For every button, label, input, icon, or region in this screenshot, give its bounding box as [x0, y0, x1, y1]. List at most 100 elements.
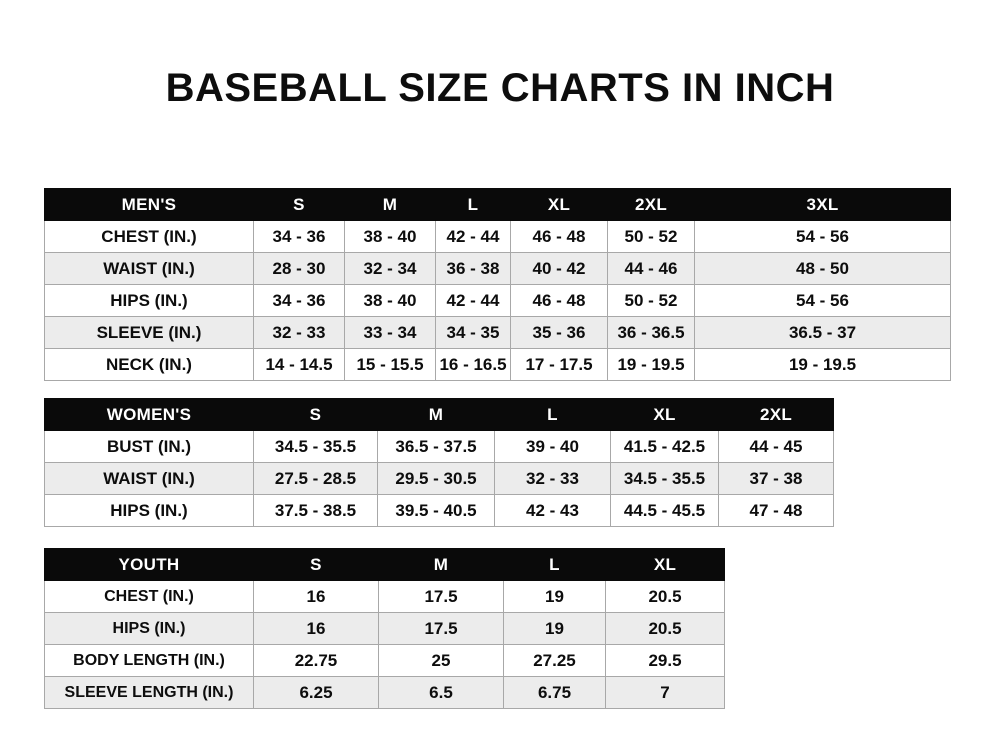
womens-measurement-value: 44.5 - 45.5	[610, 494, 719, 527]
youth-measurement-value: 7	[605, 676, 725, 709]
table-row: SLEEVE (IN.) 32 - 33 33 - 34 34 - 35 35 - 36…	[44, 316, 951, 349]
mens-measurement-label: CHEST (IN.)	[44, 220, 254, 253]
youth-table-body: YOUTH S M L XL CHEST (IN.) 16 17.5 19 20.5 HIPS (I…	[44, 548, 725, 709]
mens-measurement-value: 54 - 56	[694, 284, 951, 317]
mens-table-body: MEN'S S M L XL 2XL 3XL CHEST (IN.) 34 - 36 38 - 4…	[44, 188, 951, 381]
youth-size-header-m: M	[378, 548, 504, 581]
youth-measurement-value: 27.25	[503, 644, 606, 677]
table-row: SLEEVE LENGTH (IN.) 6.25 6.5 6.75 7	[44, 676, 725, 709]
mens-measurement-value: 32 - 33	[253, 316, 345, 349]
mens-measurement-value: 19 - 19.5	[694, 348, 951, 381]
youth-measurement-label: BODY LENGTH (IN.)	[44, 644, 254, 677]
mens-measurement-value: 50 - 52	[607, 284, 695, 317]
womens-size-header-xl: XL	[610, 398, 719, 431]
youth-measurement-value: 16	[253, 580, 379, 613]
womens-measurement-value: 42 - 43	[494, 494, 611, 527]
womens-table-body: WOMEN'S S M L XL 2XL BUST (IN.) 34.5 - 35.5 36.5…	[44, 398, 834, 527]
mens-size-table: MEN'S S M L XL 2XL 3XL CHEST (IN.) 34 - 36 38 - 4…	[44, 188, 951, 381]
womens-measurement-value: 34.5 - 35.5	[610, 462, 719, 495]
youth-size-header-xl: XL	[605, 548, 725, 581]
mens-measurement-value: 44 - 46	[607, 252, 695, 285]
youth-table-name: YOUTH	[44, 548, 254, 581]
womens-measurement-value: 36.5 - 37.5	[377, 430, 495, 463]
youth-measurement-value: 6.75	[503, 676, 606, 709]
mens-size-header-s: S	[253, 188, 345, 221]
womens-measurement-value: 44 - 45	[718, 430, 834, 463]
youth-measurement-value: 25	[378, 644, 504, 677]
mens-measurement-value: 48 - 50	[694, 252, 951, 285]
youth-size-header-l: L	[503, 548, 606, 581]
womens-size-header-s: S	[253, 398, 378, 431]
youth-measurement-value: 17.5	[378, 580, 504, 613]
womens-measurement-value: 39.5 - 40.5	[377, 494, 495, 527]
mens-measurement-value: 17 - 17.5	[510, 348, 608, 381]
womens-measurement-value: 37.5 - 38.5	[253, 494, 378, 527]
youth-measurement-value: 17.5	[378, 612, 504, 645]
mens-measurement-value: 15 - 15.5	[344, 348, 436, 381]
mens-measurement-value: 36 - 36.5	[607, 316, 695, 349]
womens-size-header-2xl: 2XL	[718, 398, 834, 431]
table-row: WAIST (IN.) 27.5 - 28.5 29.5 - 30.5 32 - 33…	[44, 462, 834, 495]
mens-measurement-value: 14 - 14.5	[253, 348, 345, 381]
mens-measurement-value: 54 - 56	[694, 220, 951, 253]
womens-measurement-label: WAIST (IN.)	[44, 462, 254, 495]
mens-measurement-label: SLEEVE (IN.)	[44, 316, 254, 349]
mens-size-header-2xl: 2XL	[607, 188, 695, 221]
womens-measurement-value: 32 - 33	[494, 462, 611, 495]
womens-measurement-value: 37 - 38	[718, 462, 834, 495]
youth-measurement-label: SLEEVE LENGTH (IN.)	[44, 676, 254, 709]
mens-size-header-m: M	[344, 188, 436, 221]
womens-size-header-l: L	[494, 398, 611, 431]
womens-measurement-value: 47 - 48	[718, 494, 834, 527]
mens-measurement-value: 38 - 40	[344, 220, 436, 253]
mens-measurement-value: 42 - 44	[435, 284, 511, 317]
page-title: BASEBALL SIZE CHARTS IN INCH	[165, 66, 835, 110]
mens-measurement-value: 34 - 36	[253, 220, 345, 253]
youth-measurement-value: 20.5	[605, 580, 725, 613]
mens-measurement-value: 28 - 30	[253, 252, 345, 285]
table-row: CHEST (IN.) 16 17.5 19 20.5	[44, 580, 725, 613]
womens-measurement-label: HIPS (IN.)	[44, 494, 254, 527]
table-row: CHEST (IN.) 34 - 36 38 - 40 42 - 44 46 - 48 5…	[44, 220, 951, 253]
mens-measurement-value: 36.5 - 37	[694, 316, 951, 349]
youth-measurement-value: 19	[503, 612, 606, 645]
mens-measurement-value: 32 - 34	[344, 252, 436, 285]
youth-measurement-value: 29.5	[605, 644, 725, 677]
mens-measurement-value: 50 - 52	[607, 220, 695, 253]
womens-measurement-value: 34.5 - 35.5	[253, 430, 378, 463]
womens-measurement-value: 39 - 40	[494, 430, 611, 463]
womens-size-table: WOMEN'S S M L XL 2XL BUST (IN.) 34.5 - 35.5 36.5…	[44, 398, 834, 527]
table-row: NECK (IN.) 14 - 14.5 15 - 15.5 16 - 16.5 17 …	[44, 348, 951, 381]
youth-size-header-s: S	[253, 548, 379, 581]
mens-measurement-value: 46 - 48	[510, 220, 608, 253]
mens-measurement-value: 35 - 36	[510, 316, 608, 349]
youth-header-row: YOUTH S M L XL	[44, 548, 725, 581]
youth-measurement-label: HIPS (IN.)	[44, 612, 254, 645]
mens-measurement-value: 33 - 34	[344, 316, 436, 349]
mens-measurement-label: HIPS (IN.)	[44, 284, 254, 317]
womens-measurement-value: 41.5 - 42.5	[610, 430, 719, 463]
mens-table-name: MEN'S	[44, 188, 254, 221]
mens-size-header-3xl: 3XL	[694, 188, 951, 221]
mens-measurement-value: 40 - 42	[510, 252, 608, 285]
mens-measurement-value: 46 - 48	[510, 284, 608, 317]
youth-size-table: YOUTH S M L XL CHEST (IN.) 16 17.5 19 20.5 HIPS (I…	[44, 548, 725, 709]
youth-measurement-value: 19	[503, 580, 606, 613]
womens-size-header-m: M	[377, 398, 495, 431]
mens-size-header-l: L	[435, 188, 511, 221]
womens-header-row: WOMEN'S S M L XL 2XL	[44, 398, 834, 431]
mens-measurement-value: 38 - 40	[344, 284, 436, 317]
mens-measurement-label: NECK (IN.)	[44, 348, 254, 381]
womens-table-name: WOMEN'S	[44, 398, 254, 431]
table-row: HIPS (IN.) 16 17.5 19 20.5	[44, 612, 725, 645]
youth-measurement-value: 6.5	[378, 676, 504, 709]
table-row: BODY LENGTH (IN.) 22.75 25 27.25 29.5	[44, 644, 725, 677]
womens-measurement-value: 27.5 - 28.5	[253, 462, 378, 495]
youth-measurement-value: 16	[253, 612, 379, 645]
table-row: WAIST (IN.) 28 - 30 32 - 34 36 - 38 40 - 42 4…	[44, 252, 951, 285]
mens-header-row: MEN'S S M L XL 2XL 3XL	[44, 188, 951, 221]
youth-measurement-value: 20.5	[605, 612, 725, 645]
youth-measurement-value: 6.25	[253, 676, 379, 709]
mens-measurement-value: 36 - 38	[435, 252, 511, 285]
mens-measurement-label: WAIST (IN.)	[44, 252, 254, 285]
